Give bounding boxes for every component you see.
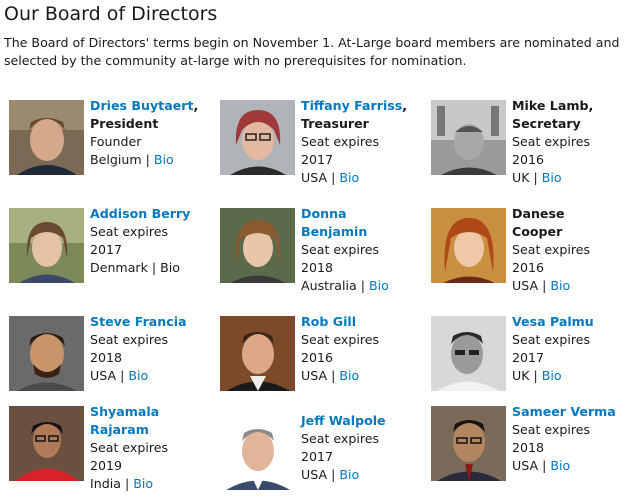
member-detail: 2016	[512, 152, 545, 167]
member-country: USA	[512, 458, 539, 473]
separator: |	[151, 260, 157, 275]
separator: |	[533, 170, 538, 185]
bio-link[interactable]: Bio	[541, 170, 562, 185]
member-role: Secretary	[512, 116, 581, 131]
separator: |	[120, 368, 125, 383]
member-detail: 2017	[301, 152, 334, 167]
member-detail: 2016	[512, 260, 545, 275]
bio-link[interactable]: Bio	[550, 458, 571, 473]
page-title: Our Board of Directors	[4, 3, 218, 25]
member-photo	[9, 208, 84, 283]
separator: |	[331, 368, 336, 383]
separator: |	[542, 458, 547, 473]
member-name-link[interactable]: Benjamin	[301, 224, 368, 239]
bio-link[interactable]: Bio	[133, 476, 154, 491]
member-detail: Seat expires	[512, 134, 591, 149]
member-photo	[9, 406, 84, 481]
member-detail: 2017	[301, 449, 334, 464]
member-name-link[interactable]: Donna	[301, 206, 347, 221]
bio-link[interactable]: Bio	[339, 170, 360, 185]
bio-link[interactable]: Bio	[369, 278, 389, 293]
name-suffix: ,	[193, 98, 199, 113]
member-country: USA	[301, 170, 328, 185]
member-detail: 2017	[512, 350, 545, 365]
member-country: Australia	[301, 278, 357, 293]
member-name-link[interactable]: Tiffany Farriss	[301, 98, 403, 113]
member-photo	[431, 406, 506, 481]
member-name-link[interactable]: Addison Berry	[90, 206, 191, 221]
member-photo	[431, 100, 506, 175]
member-detail: Seat expires	[90, 332, 169, 347]
member-role: Treasurer	[301, 116, 369, 131]
member-detail: Founder	[90, 134, 142, 149]
member-photo	[9, 100, 84, 175]
separator: |	[124, 476, 130, 491]
member-detail: Seat expires	[90, 440, 169, 455]
member-detail: Seat expires	[512, 332, 591, 347]
member-country: UK	[512, 170, 530, 185]
bio-link[interactable]: Bio	[550, 278, 571, 293]
member-detail: Seat expires	[301, 242, 380, 257]
member-detail: Seat expires	[512, 242, 591, 257]
member-name-link[interactable]: Dries Buytaert	[90, 98, 194, 113]
member-photo	[220, 415, 295, 490]
member-detail: 2017	[90, 242, 123, 257]
member-name: Danese	[512, 206, 565, 221]
member-detail: 2018	[90, 350, 123, 365]
member-country: USA	[301, 368, 328, 383]
bio-link[interactable]: Bio	[541, 368, 562, 383]
member-country: USA	[90, 368, 117, 383]
member-country: Belgium	[90, 152, 142, 167]
member-photo	[431, 316, 506, 391]
member-role: President	[90, 116, 159, 131]
member-detail: Seat expires	[301, 332, 380, 347]
bio-link[interactable]: Bio	[128, 368, 149, 383]
member-photo	[220, 208, 295, 283]
member-detail: Seat expires	[301, 431, 380, 446]
member-detail: 2018	[512, 440, 545, 455]
separator: |	[145, 152, 150, 167]
bio-link[interactable]: Bio	[339, 467, 360, 482]
bio-link[interactable]: Bio	[153, 152, 174, 167]
member-name-link[interactable]: Steve Francia	[90, 314, 187, 329]
member-country: UK	[512, 368, 530, 383]
bio-text: Bio	[160, 260, 181, 275]
intro-text: The Board of Directors' terms begin on N…	[4, 35, 620, 68]
member-photo	[220, 316, 295, 391]
member-country: Denmark	[90, 260, 148, 275]
member-detail: 2016	[301, 350, 334, 365]
separator: |	[542, 278, 547, 293]
separator: |	[533, 368, 538, 383]
member-name-link[interactable]: Rajaram	[90, 422, 149, 437]
member-photo	[9, 316, 84, 391]
member-photo	[220, 100, 295, 175]
name-suffix: ,	[402, 98, 408, 113]
bio-link[interactable]: Bio	[339, 368, 360, 383]
member-country: USA	[301, 467, 328, 482]
member-detail: Seat expires	[301, 134, 380, 149]
member-name-link[interactable]: Sameer Verma	[512, 404, 616, 419]
member-name: Cooper	[512, 224, 563, 239]
member-name: Mike Lamb,	[512, 98, 594, 113]
member-detail: Seat expires	[90, 224, 169, 239]
separator: |	[331, 467, 336, 482]
member-country: India	[90, 476, 121, 491]
member-detail: 2019	[90, 458, 123, 473]
separator: |	[331, 170, 336, 185]
member-photo	[431, 208, 506, 283]
member-name-link[interactable]: Shyamala	[90, 404, 160, 419]
member-detail: 2018	[301, 260, 334, 275]
member-name-link[interactable]: Jeff Walpole	[301, 413, 386, 428]
member-name-link[interactable]: Rob Gill	[301, 314, 357, 329]
member-detail: Seat expires	[512, 422, 591, 437]
member-name-link[interactable]: Vesa Palmu	[512, 314, 594, 329]
member-country: USA	[512, 278, 539, 293]
separator: |	[360, 278, 365, 293]
